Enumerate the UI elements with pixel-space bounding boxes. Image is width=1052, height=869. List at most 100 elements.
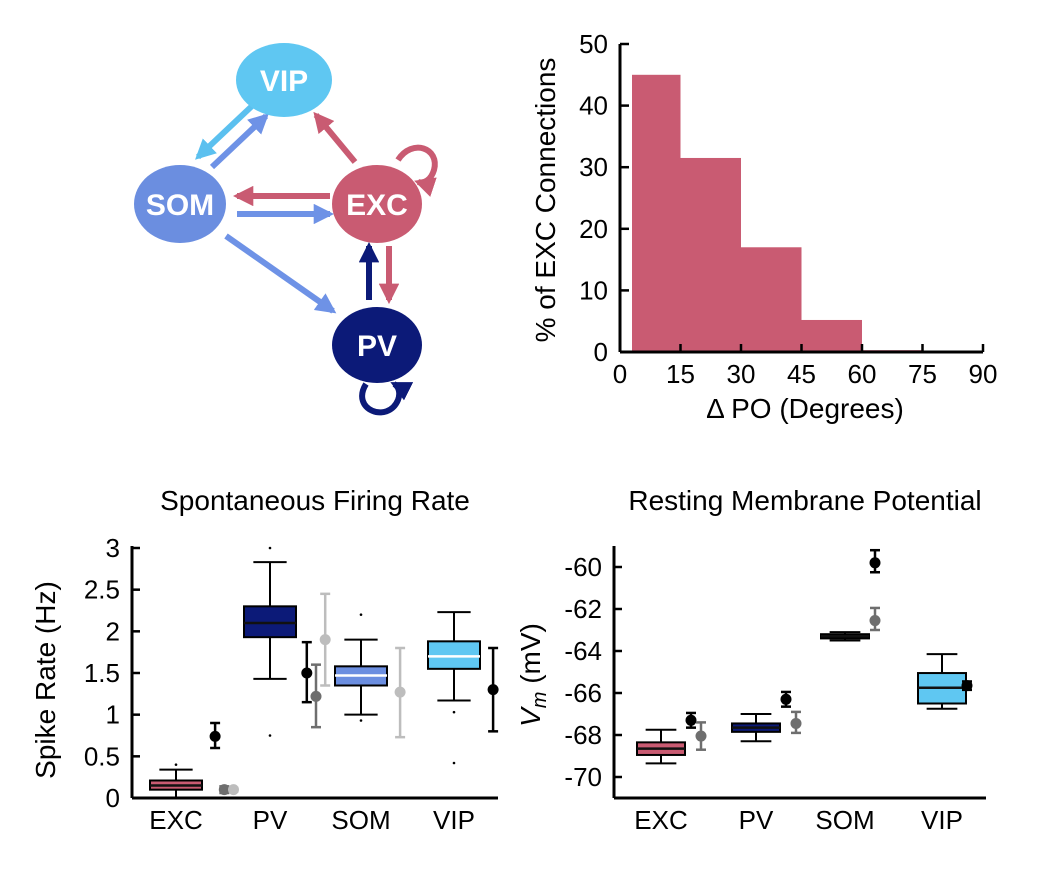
histogram-bars: [632, 74, 923, 353]
outlier-point: [268, 546, 272, 550]
membrane-potential-marks: [636, 548, 973, 765]
vm-errorbar-point: [790, 710, 802, 735]
histogram-y-tick-label: 50: [579, 29, 608, 59]
node-vip-label: VIP: [260, 65, 308, 98]
histogram-x-tick-label: 90: [969, 359, 998, 389]
histogram-x-tick-label: 30: [727, 359, 756, 389]
membrane-potential-title: Resting Membrane Potential: [628, 485, 981, 516]
mean-dot: [695, 730, 707, 742]
histogram-x-tick-label: 60: [848, 359, 877, 389]
histogram-delta-po: 0 10 20 30 40 50 0 15 30 45 60 75 90 Δ PO (Degrees)…: [530, 29, 997, 424]
histogram-y-tick-label: 30: [579, 152, 608, 182]
arrow-exc-to-vip: [313, 111, 358, 164]
histogram-x-tick-label: 0: [613, 359, 627, 389]
membrane-potential-y-axis-label: Vm (mV): [515, 623, 551, 727]
fr-errorbar-point: [209, 721, 221, 750]
histogram-y-tick-label: 40: [579, 91, 608, 121]
vm-label-sub: m: [529, 692, 551, 709]
node-pv: [332, 307, 422, 383]
firing-rate-x-ticks: EXC PV SOM VIP: [149, 805, 475, 835]
fr-errorbar-point: [319, 592, 331, 687]
histogram-x-tick-label: 15: [666, 359, 695, 389]
fr-y-tick-label: 2.5: [84, 575, 120, 605]
fr-box-som: [334, 613, 388, 722]
histogram-x-axis-label: Δ PO (Degrees): [706, 393, 904, 424]
arrow-exc-self-loop: [395, 144, 438, 197]
mean-dot: [685, 714, 697, 726]
arrow-som-to-vip: [209, 113, 269, 170]
histogram-x-tick-label: 45: [787, 359, 816, 389]
mean-dot: [869, 615, 881, 627]
fr-x-tick-label: EXC: [149, 805, 202, 835]
outlier-point: [359, 719, 363, 722]
fr-errorbar-point: [301, 640, 313, 704]
firing-rate-marks: [149, 546, 499, 799]
fr-y-tick-label: 2: [106, 616, 120, 646]
fr-errorbar-point: [228, 784, 239, 796]
mean-dot: [218, 784, 230, 796]
firing-rate-y-ticks: 0 0.5 1 1.5 2 2.5 3: [84, 533, 140, 813]
vm-label-v: V: [515, 706, 546, 727]
outlier-point: [174, 763, 178, 766]
fr-errorbar-point: [394, 646, 406, 739]
mean-dot: [790, 717, 802, 729]
node-som: [134, 165, 226, 243]
histogram-y-tick-label: 0: [594, 337, 608, 367]
vm-y-tick-label: -62: [564, 594, 602, 624]
histogram-y-tick-label: 20: [579, 214, 608, 244]
membrane-potential-x-ticks: EXC PV SOM VIP: [634, 805, 963, 835]
fr-x-tick-label: SOM: [331, 805, 390, 835]
firing-rate-boxplot: Spontaneous Firing Rate 0 0.5 1 1.5 2 2.5 3 EX…: [30, 485, 499, 835]
mean-dot: [961, 680, 973, 692]
vm-box-exc: [636, 728, 686, 765]
fr-x-tick-label: VIP: [433, 805, 475, 835]
histogram-x-ticks: 0 15 30 45 60 75 90: [613, 344, 998, 389]
vm-errorbar-point: [869, 606, 881, 632]
node-exc-label: EXC: [346, 189, 408, 222]
fr-box-vip: [427, 611, 481, 765]
vm-y-tick-label: -60: [564, 552, 602, 582]
vm-x-tick-label: EXC: [634, 805, 687, 835]
mean-dot: [394, 686, 406, 698]
outlier-point: [268, 734, 272, 737]
vm-box-som: [820, 631, 870, 642]
vm-box-vip: [917, 653, 967, 710]
histogram-x-tick-label: 75: [908, 359, 937, 389]
firing-rate-title: Spontaneous Firing Rate: [160, 485, 470, 516]
mean-dot: [310, 690, 322, 702]
fr-box-exc: [149, 763, 203, 799]
histogram-bar-4: [801, 319, 862, 352]
vm-box-pv: [731, 713, 781, 743]
outlier-point: [452, 761, 456, 765]
membrane-potential-y-ticks: -70 -68 -66 -64 -62 -60: [564, 552, 622, 792]
fr-errorbar-point: [218, 784, 230, 796]
fr-y-tick-label: 1.5: [84, 658, 120, 688]
arrow-som-to-pv: [224, 233, 337, 314]
histogram-bar-2: [680, 157, 741, 352]
histogram-bar-1: [632, 74, 681, 353]
histogram-y-tick-label: 10: [579, 275, 608, 305]
mean-dot: [319, 634, 331, 646]
outlier-point: [359, 613, 363, 616]
node-pv-label: PV: [357, 330, 397, 363]
fr-y-tick-label: 0: [106, 783, 120, 813]
node-som-label: SOM: [146, 189, 214, 222]
vm-errorbar-point: [685, 711, 697, 729]
vm-label-unit: (mV): [515, 623, 546, 691]
mean-dot: [780, 693, 792, 705]
fr-errorbar-point: [310, 663, 322, 729]
firing-rate-y-axis-label: Spike Rate (Hz): [30, 581, 61, 779]
outlier-point: [452, 710, 456, 714]
node-vip: [236, 43, 332, 117]
fr-errorbar-point: [487, 646, 499, 733]
vm-y-tick-label: -70: [564, 762, 602, 792]
fr-box-pv: [243, 546, 297, 737]
vm-x-tick-label: VIP: [921, 805, 963, 835]
vm-errorbar-point: [869, 548, 881, 574]
arrow-vip-to-som: [195, 103, 255, 160]
arrow-pv-self-loop: [359, 381, 414, 416]
histogram-bar-3: [741, 247, 802, 352]
vm-y-tick-label: -66: [564, 678, 602, 708]
fr-x-tick-label: PV: [253, 805, 288, 835]
